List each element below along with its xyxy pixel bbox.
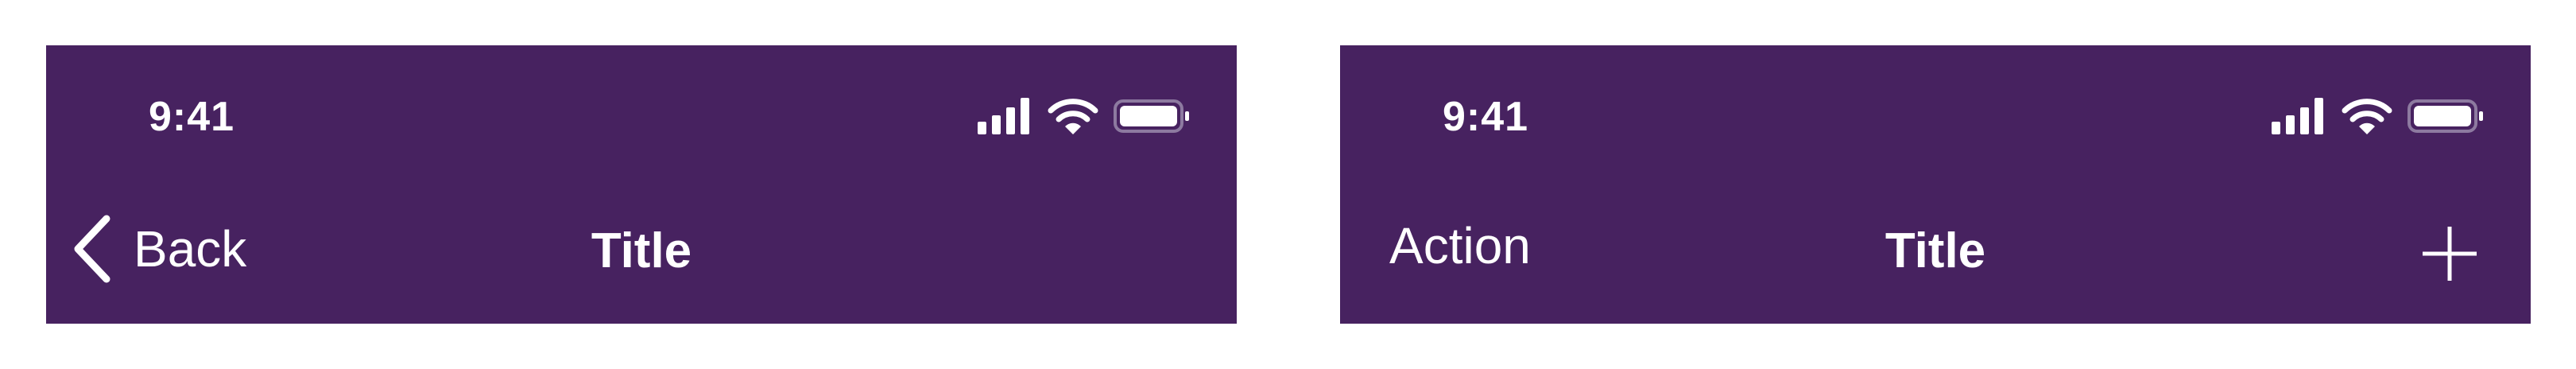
back-button-label: Back: [134, 220, 247, 278]
navigation-bar-action-variant: 9:41 Action Title: [1340, 45, 2531, 324]
back-button[interactable]: Back: [70, 214, 269, 285]
navigation-bar-back-variant: 9:41 Back Title: [46, 45, 1237, 324]
status-time: 9:41: [149, 94, 235, 140]
plus-icon: [2423, 227, 2477, 281]
action-button[interactable]: Action: [1389, 217, 1531, 274]
add-button[interactable]: [2419, 223, 2480, 284]
nav-title: Title: [1885, 223, 1986, 278]
status-time: 9:41: [1443, 94, 1529, 140]
cellular-signal-icon: [2272, 98, 2323, 134]
battery-icon: [1114, 99, 1189, 133]
status-icons: [978, 96, 1200, 136]
nav-title: Title: [591, 223, 692, 278]
status-icons: [2272, 96, 2494, 136]
battery-icon: [2407, 99, 2483, 133]
wifi-icon: [2342, 99, 2392, 134]
wifi-icon: [1048, 99, 1098, 134]
cellular-signal-icon: [978, 98, 1029, 134]
chevron-left-icon: [74, 215, 110, 283]
